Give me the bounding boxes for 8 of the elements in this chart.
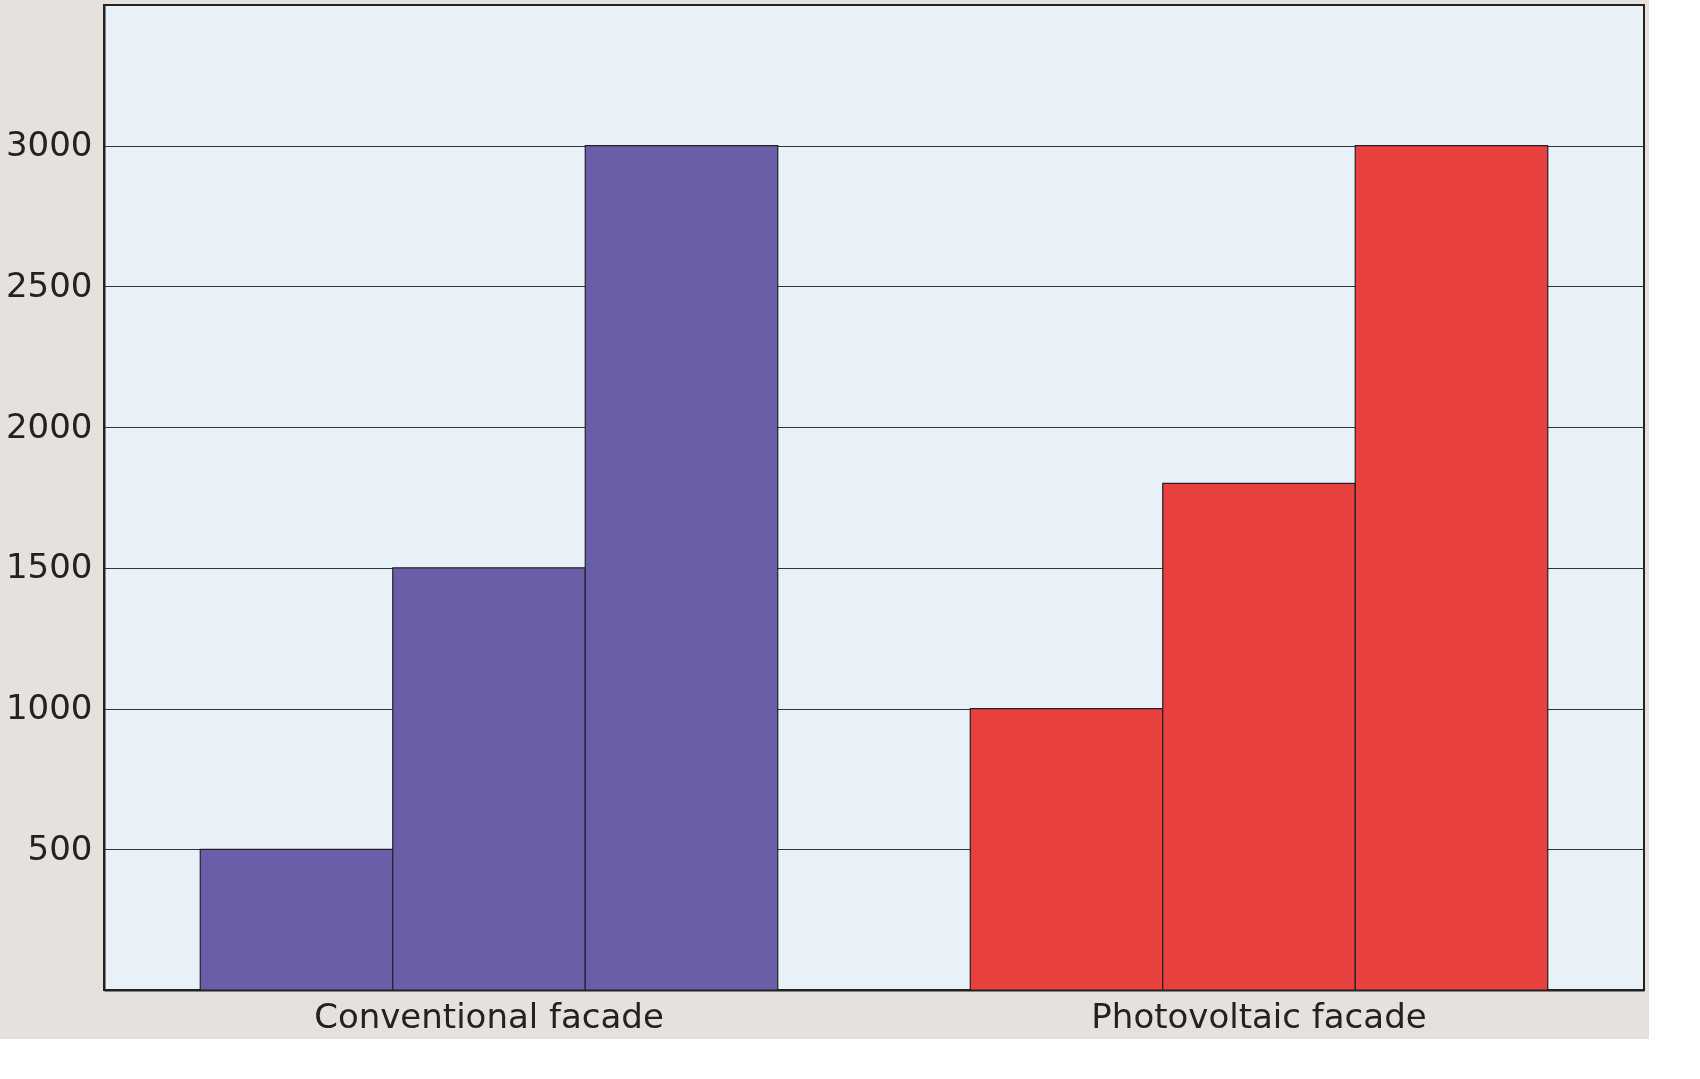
y-tick-label: 1500 bbox=[5, 546, 93, 587]
y-tick-label: 1000 bbox=[5, 687, 93, 728]
x-tick-label: Photovoltaic facade bbox=[1091, 995, 1427, 1036]
y-tick-label: 500 bbox=[27, 827, 93, 868]
y-tick-label: 2500 bbox=[5, 264, 93, 305]
x-tick-label: Conventional facade bbox=[314, 995, 664, 1036]
y-tick-label: 2000 bbox=[5, 405, 93, 446]
y-tick-label: 3000 bbox=[5, 124, 93, 165]
